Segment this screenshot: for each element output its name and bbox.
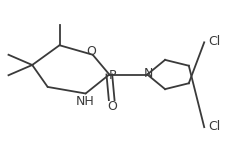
Text: N: N: [144, 67, 153, 80]
Text: P: P: [109, 69, 117, 82]
Text: O: O: [87, 45, 96, 58]
Text: Cl: Cl: [208, 35, 220, 48]
Text: Cl: Cl: [208, 120, 220, 133]
Text: NH: NH: [76, 95, 95, 108]
Text: O: O: [107, 100, 117, 113]
